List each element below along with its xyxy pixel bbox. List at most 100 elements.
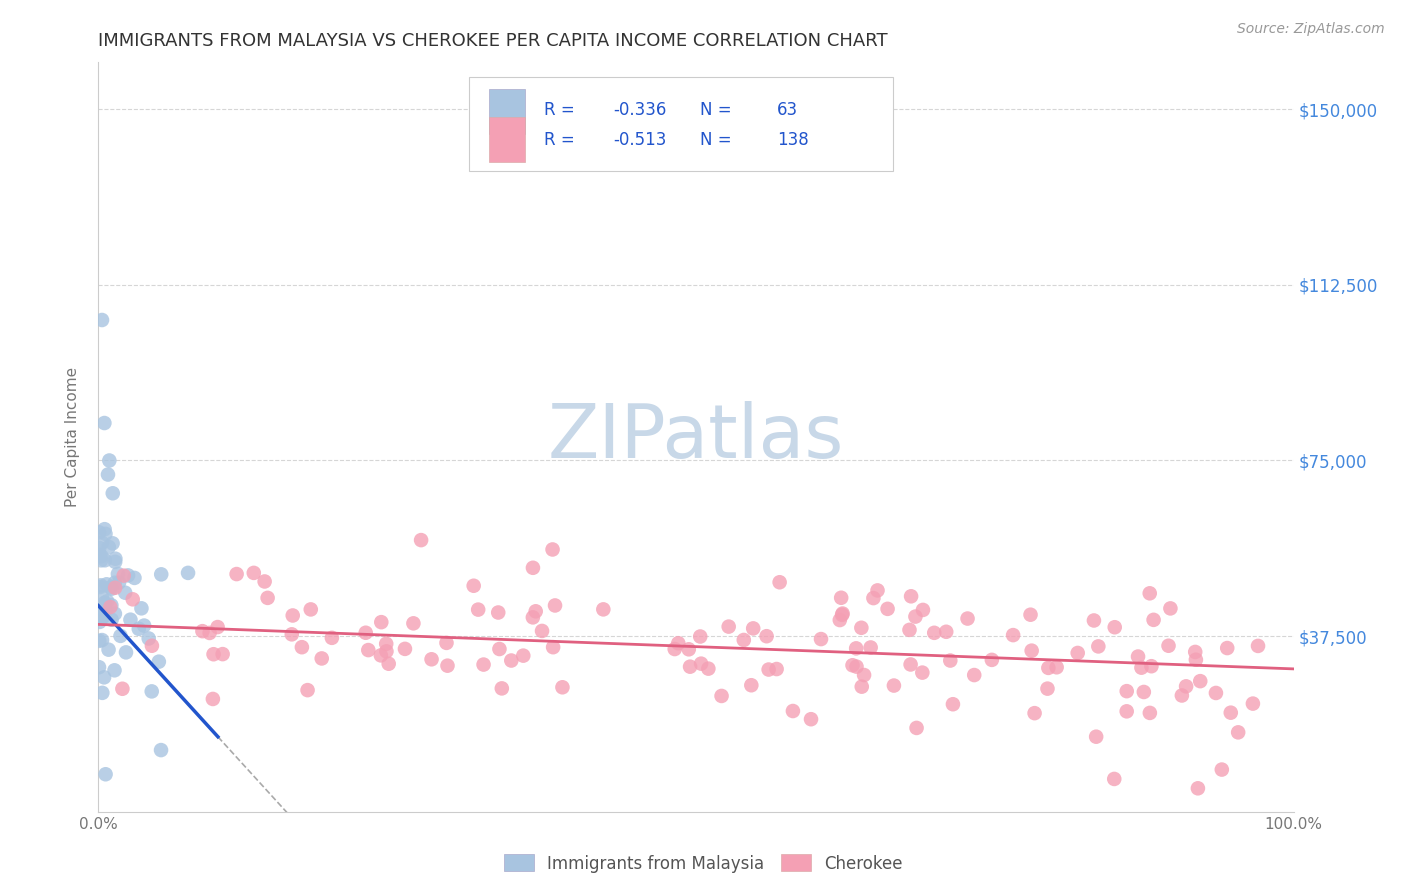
Point xyxy=(876,602,898,616)
Point xyxy=(664,642,686,657)
Point xyxy=(100,613,122,627)
Point xyxy=(120,613,142,627)
Point xyxy=(299,602,322,616)
Point xyxy=(321,631,343,645)
Point xyxy=(100,580,122,594)
Point xyxy=(935,624,957,639)
Point xyxy=(97,467,120,482)
Point xyxy=(769,575,792,590)
Point xyxy=(311,651,333,665)
Point xyxy=(1142,613,1164,627)
Point xyxy=(1189,674,1212,689)
Point xyxy=(592,602,614,616)
Point xyxy=(939,654,962,668)
Point xyxy=(488,642,510,657)
Point xyxy=(905,721,928,735)
Point xyxy=(551,680,574,694)
Point xyxy=(1139,586,1161,600)
Point xyxy=(150,567,173,582)
Point xyxy=(1104,620,1126,634)
Point xyxy=(93,607,115,621)
Point xyxy=(124,571,146,585)
Point xyxy=(98,453,121,467)
Point xyxy=(291,640,314,655)
Point xyxy=(1067,646,1090,660)
Point xyxy=(1085,730,1108,744)
Point xyxy=(689,630,711,644)
Point xyxy=(851,680,873,694)
Point xyxy=(898,623,921,637)
Point xyxy=(544,599,567,613)
Point xyxy=(90,553,112,567)
Point xyxy=(1038,661,1060,675)
Point xyxy=(1187,781,1209,796)
Point xyxy=(94,602,117,616)
Point xyxy=(883,679,905,693)
Point xyxy=(1046,660,1069,674)
Point xyxy=(1019,607,1042,622)
Point xyxy=(201,692,224,706)
Point xyxy=(225,567,247,582)
Point xyxy=(394,641,416,656)
Point xyxy=(710,689,733,703)
Point xyxy=(104,575,127,590)
Point xyxy=(104,551,127,566)
Point xyxy=(94,767,117,781)
Point xyxy=(211,647,233,661)
Text: R =: R = xyxy=(544,101,581,119)
Point xyxy=(1184,645,1206,659)
Point xyxy=(115,645,138,659)
Point xyxy=(1021,643,1043,657)
Point xyxy=(93,416,115,430)
Point xyxy=(666,636,689,650)
Point xyxy=(128,622,150,636)
Point xyxy=(1130,661,1153,675)
Y-axis label: Per Capita Income: Per Capita Income xyxy=(65,367,80,508)
Point xyxy=(942,697,965,711)
Point xyxy=(782,704,804,718)
Point xyxy=(541,542,564,557)
Point xyxy=(90,578,112,592)
Point xyxy=(956,611,979,625)
Point xyxy=(911,665,934,680)
Point xyxy=(297,683,319,698)
Point xyxy=(89,580,111,594)
Point xyxy=(1241,697,1264,711)
Point xyxy=(101,486,124,500)
Point xyxy=(87,525,110,540)
Point xyxy=(89,615,111,629)
Point xyxy=(755,629,778,643)
Point xyxy=(100,582,122,596)
Point xyxy=(1083,614,1105,628)
Point xyxy=(148,655,170,669)
Point xyxy=(436,636,458,650)
Text: N =: N = xyxy=(700,130,737,149)
Legend: Immigrants from Malaysia, Cherokee: Immigrants from Malaysia, Cherokee xyxy=(496,847,910,880)
Point xyxy=(845,659,868,673)
Point xyxy=(1133,685,1156,699)
Point xyxy=(522,561,544,575)
Point xyxy=(845,641,868,656)
Point xyxy=(281,608,304,623)
Point xyxy=(141,639,163,653)
Point xyxy=(859,640,882,655)
Point xyxy=(134,618,156,632)
Point xyxy=(97,642,120,657)
Point xyxy=(1036,681,1059,696)
Point xyxy=(697,662,720,676)
FancyBboxPatch shape xyxy=(489,88,524,134)
Point xyxy=(853,668,876,682)
Point xyxy=(1219,706,1241,720)
Point xyxy=(150,743,173,757)
Point xyxy=(111,681,134,696)
Point xyxy=(89,541,111,555)
Point xyxy=(91,313,114,327)
Point xyxy=(357,643,380,657)
Point xyxy=(1104,772,1126,786)
Point xyxy=(114,585,136,599)
Point xyxy=(90,590,112,604)
Point xyxy=(107,566,129,581)
Point xyxy=(91,535,114,549)
Point xyxy=(1157,639,1180,653)
Point xyxy=(121,592,143,607)
